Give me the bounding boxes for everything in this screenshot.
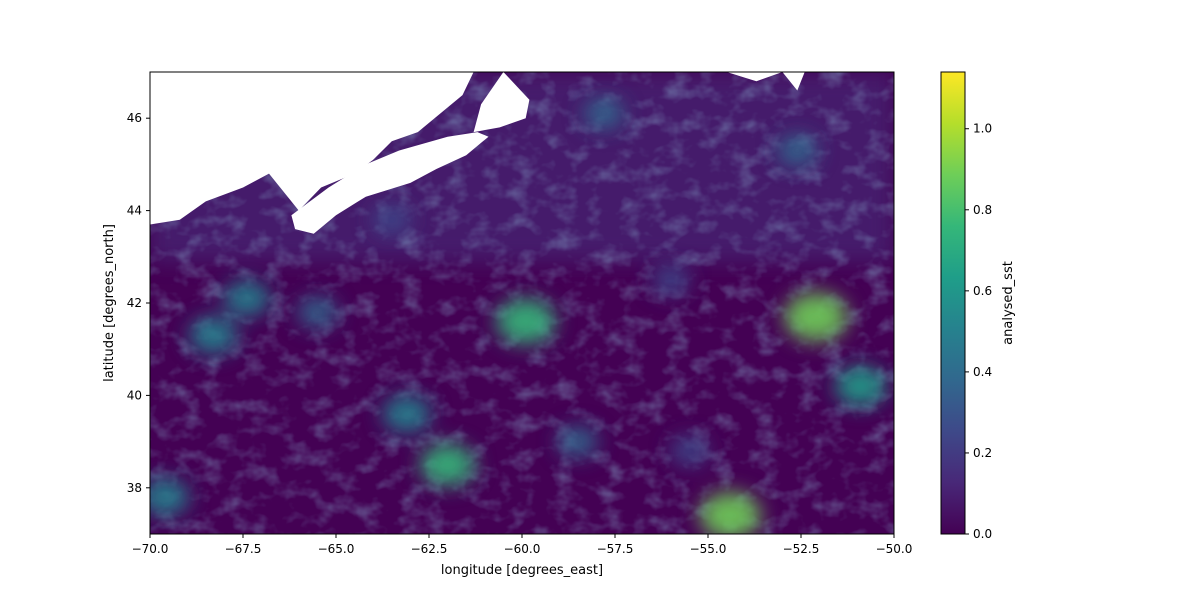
heatmap-hotspot [784,292,848,342]
land-mask [150,72,805,234]
x-tick-label: −70.0 [132,542,169,556]
heatmap-hotspot [651,265,691,295]
colorbar-tick-label: 0.8 [973,203,992,217]
y-tick-label: 38 [127,481,142,495]
y-axis-label: latitude [degrees_north] [102,224,117,382]
heatmap-hotspot [223,280,271,317]
plot-area [149,71,895,535]
colorbar-gradient [941,72,965,534]
heatmap-hotspot [777,134,818,167]
x-tick-label: −60.0 [504,542,541,556]
land-polygon [473,72,530,133]
y-tick-label: 42 [127,296,142,310]
land-polygon [150,72,474,225]
x-tick-label: −52.5 [783,542,820,556]
x-tick-label: −50.0 [876,542,913,556]
x-tick-label: −55.0 [690,542,727,556]
heatmap-hotspot [382,395,432,433]
x-tick-label: −65.0 [318,542,355,556]
land-polygon [726,72,783,82]
heatmap-hotspot [670,436,709,466]
x-tick-label: −57.5 [597,542,634,556]
heatmap-hotspot [557,426,599,458]
x-axis-ticks: −70.0 −67.5 −65.0 −62.5 −60.0 −57.5 −55.0 −52.5… [132,534,913,556]
land-polygon [291,132,489,234]
colorbar-tick-label: 0.6 [973,284,992,298]
heatmap-hotspot [297,296,338,328]
heatmap-hotspot [583,97,625,130]
y-tick-label: 44 [127,204,142,218]
colorbar-ticks: 0.0 0.2 0.4 0.6 0.8 1.0 [965,122,992,541]
colorbar-tick-label: 1.0 [973,122,992,136]
colorbar-tick-label: 0.4 [973,365,992,379]
y-axis-ticks: 38 40 42 44 46 [127,111,150,495]
x-axis-label: longitude [degrees_east] [441,563,603,578]
land-polygon [782,72,805,91]
x-tick-label: −67.5 [225,542,262,556]
heatmap-hotspot [496,298,556,345]
colorbar: 0.0 0.2 0.4 0.6 0.8 1.0 analysed_sst [940,71,1016,541]
heatmap-hotspot [699,491,761,534]
heatmap-hotspot [150,478,190,516]
colorbar-tick-label: 0.0 [973,527,992,541]
heatmap-hotspot [420,443,476,486]
colorbar-tick-label: 0.2 [973,446,992,460]
colorbar-frame [940,71,966,535]
colorbar-label: analysed_sst [1001,261,1016,345]
heatmap-hotspot [835,366,887,406]
y-tick-label: 46 [127,111,142,125]
heatmap-hotspot [188,316,238,355]
x-tick-label: −62.5 [411,542,448,556]
heatmap-hotspot [372,205,412,235]
heatmap-hotspots [150,97,887,534]
y-tick-label: 40 [127,388,142,402]
